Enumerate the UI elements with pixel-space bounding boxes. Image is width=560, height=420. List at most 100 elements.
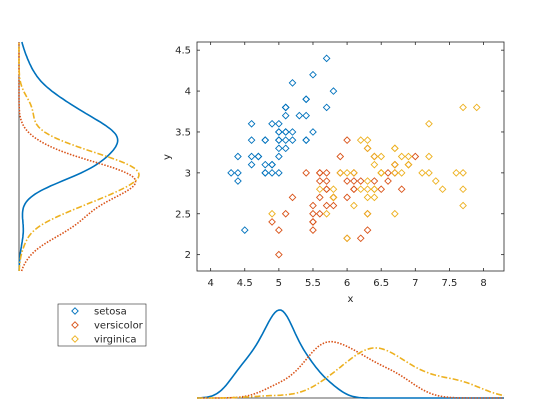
data-point-versicolor [370, 177, 379, 185]
data-point-versicolor [302, 169, 310, 177]
data-point-versicolor [363, 226, 372, 234]
data-point-setosa [288, 136, 297, 144]
data-point-setosa [261, 136, 270, 144]
data-point-setosa [275, 169, 283, 177]
data-point-versicolor [275, 226, 283, 234]
data-point-virginica [397, 152, 406, 161]
legend-marker-setosa [71, 307, 79, 315]
data-point-versicolor [315, 177, 324, 185]
data-point-virginica [377, 152, 386, 161]
data-point-virginica [350, 169, 358, 177]
y-tick-group: 2 2.5 3 3.5 4 4.5 [175, 46, 504, 261]
data-point-setosa [281, 144, 290, 153]
data-point-versicolor [343, 136, 351, 144]
data-point-setosa [268, 160, 276, 169]
data-point-setosa [281, 128, 290, 136]
y-marginal-density [18, 41, 140, 272]
legend-label-setosa: setosa [94, 307, 127, 318]
data-points [227, 54, 481, 259]
legend-label-versicolor: versicolor [94, 321, 144, 332]
data-point-versicolor [336, 152, 345, 161]
scatter-axes: 4 4.5 5 5.5 6 6.5 7 7.5 8 2 2.5 3 3.5 4 4.5 x y [162, 41, 505, 305]
data-point-virginica [391, 169, 399, 177]
data-point-virginica [363, 193, 372, 202]
data-point-virginica [370, 193, 379, 202]
data-point-versicolor [343, 177, 351, 185]
y-density-curve-versicolor [18, 42, 137, 272]
data-point-virginica [377, 169, 386, 177]
data-point-virginica [377, 169, 386, 177]
data-point-versicolor [322, 185, 331, 194]
data-point-versicolor [315, 169, 324, 177]
data-point-virginica [370, 185, 379, 194]
data-point-setosa [275, 128, 283, 136]
data-point-versicolor [315, 193, 324, 202]
x-tick-label: 8 [480, 278, 486, 289]
data-point-versicolor [350, 185, 358, 194]
data-point-versicolor [356, 177, 365, 185]
data-point-setosa [302, 136, 310, 144]
data-point-virginica [404, 160, 413, 169]
data-point-setosa [234, 177, 242, 185]
data-point-versicolor [322, 185, 331, 194]
x-axis-label: x [348, 294, 354, 305]
legend-marker-versicolor [71, 321, 79, 329]
data-point-virginica [268, 209, 276, 218]
data-point-virginica [363, 177, 372, 185]
data-point-virginica [459, 185, 467, 194]
data-point-virginica [315, 185, 324, 194]
y-tick-label: 4 [185, 87, 191, 98]
data-point-setosa [254, 152, 263, 161]
data-point-virginica [391, 144, 399, 153]
x-tick-label: 5 [276, 278, 282, 289]
data-point-setosa [275, 119, 283, 128]
data-point-setosa [302, 136, 310, 144]
data-point-setosa [268, 119, 276, 128]
data-point-setosa [227, 169, 235, 177]
data-point-virginica [452, 169, 461, 177]
data-point-versicolor [343, 193, 351, 202]
data-point-virginica [425, 119, 433, 128]
data-point-setosa [234, 152, 242, 161]
y-density-curve-setosa [18, 41, 119, 271]
data-point-versicolor [404, 160, 413, 169]
data-point-setosa [302, 111, 310, 120]
data-point-versicolor [356, 234, 365, 243]
data-point-setosa [254, 152, 263, 161]
x-density-curve-virginica [197, 347, 505, 399]
data-point-versicolor [350, 177, 358, 185]
data-point-virginica [329, 193, 338, 202]
data-point-versicolor [315, 209, 324, 218]
data-point-setosa [302, 95, 310, 104]
data-point-setosa [261, 169, 270, 177]
data-point-setosa [309, 128, 317, 136]
data-point-versicolor [391, 160, 399, 169]
data-point-virginica [391, 160, 399, 169]
data-point-setosa [288, 128, 297, 136]
data-point-setosa [295, 111, 304, 120]
data-point-versicolor [275, 250, 283, 259]
data-point-setosa [275, 136, 283, 144]
data-point-virginica [370, 160, 379, 169]
data-point-virginica [397, 169, 406, 177]
data-point-setosa [281, 111, 290, 120]
x-density-curve-setosa [197, 309, 504, 399]
data-point-versicolor [309, 226, 317, 234]
data-point-virginica [350, 201, 358, 210]
data-point-virginica [418, 169, 426, 177]
data-point-versicolor [315, 169, 324, 177]
data-point-virginica [377, 169, 386, 177]
data-point-virginica [431, 177, 440, 185]
data-point-virginica [343, 234, 351, 243]
data-point-setosa [281, 103, 290, 112]
data-point-versicolor [336, 169, 345, 177]
data-point-versicolor [309, 218, 317, 226]
data-point-setosa [261, 169, 270, 177]
data-point-virginica [459, 201, 467, 210]
data-point-virginica [363, 144, 372, 153]
data-point-virginica [336, 169, 345, 177]
data-point-versicolor [350, 169, 358, 177]
data-point-virginica [329, 185, 338, 194]
data-point-virginica [356, 136, 365, 144]
data-point-versicolor [343, 234, 351, 243]
